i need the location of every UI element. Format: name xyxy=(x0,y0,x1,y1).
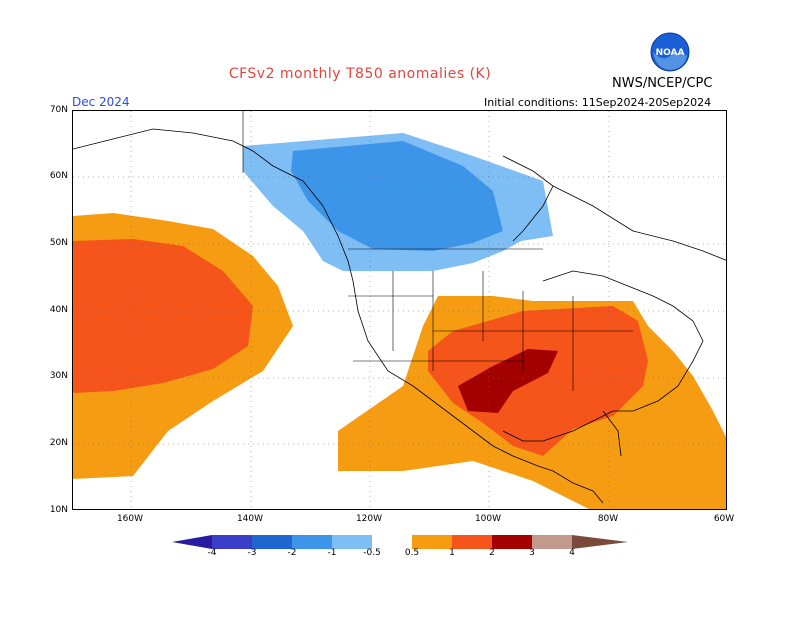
colorbar-gt-p4 xyxy=(572,535,628,549)
lat-label-50n: 50N xyxy=(49,238,68,248)
forecast-month: Dec 2024 xyxy=(72,95,130,109)
lon-label-60w: 60W xyxy=(713,514,735,524)
colorbar-neutral xyxy=(372,535,412,549)
lat-label-40n: 40N xyxy=(49,305,68,315)
initial-conditions: Initial conditions: 11Sep2024-20Sep2024 xyxy=(484,96,712,109)
colorbar-m3-m2 xyxy=(252,535,292,549)
agency-label: NWS/NCEP/CPC xyxy=(612,76,713,91)
map-title: CFSv2 monthly T850 anomalies (K) xyxy=(228,66,492,82)
lat-label-60n: 60N xyxy=(49,171,68,181)
colorbar-p05-p1 xyxy=(412,535,452,549)
colorbar-label-p05: 0.5 xyxy=(404,548,420,558)
colorbar-p3-p4 xyxy=(532,535,572,549)
colorbar-label-p3: 3 xyxy=(529,548,535,558)
lat-label-70n: 70N xyxy=(49,105,68,115)
lon-label-80w: 80W xyxy=(597,514,619,524)
lon-label-140w: 140W xyxy=(236,514,264,524)
colorbar-p2-p3 xyxy=(492,535,532,549)
colorbar-label-p4: 4 xyxy=(569,548,575,558)
negative-anomaly-mid xyxy=(291,141,503,251)
colorbar-label-m2: -2 xyxy=(287,548,297,558)
lon-label-160w: 160W xyxy=(116,514,144,524)
colorbar-lt-m4 xyxy=(172,535,212,549)
coastlines xyxy=(73,128,726,504)
colorbar-label-p1: 1 xyxy=(449,548,455,558)
anomaly-map xyxy=(72,110,727,510)
lat-label-20n: 20N xyxy=(49,438,68,448)
noaa-logo-text: NOAA xyxy=(656,48,685,58)
lat-label-30n: 30N xyxy=(49,371,68,381)
colorbar-m1-m05 xyxy=(332,535,372,549)
colorbar xyxy=(172,534,628,549)
noaa-logo: NOAA xyxy=(650,32,690,72)
us-anomaly-peak xyxy=(458,349,558,413)
pacific-anomaly-strong xyxy=(73,239,253,393)
colorbar-label-m1: -1 xyxy=(327,548,337,558)
colorbar-m2-m1 xyxy=(292,535,332,549)
colorbar-label-m05: -0.5 xyxy=(363,548,381,558)
colorbar-m4-m3 xyxy=(212,535,252,549)
colorbar-label-m3: -3 xyxy=(247,548,257,558)
lon-label-120w: 120W xyxy=(355,514,383,524)
us-anomaly-strong xyxy=(428,306,648,456)
lat-label-10n: 10N xyxy=(49,505,68,515)
state-borders xyxy=(242,111,633,391)
colorbar-p1-p2 xyxy=(452,535,492,549)
colorbar-label-p2: 2 xyxy=(489,548,495,558)
lon-label-100w: 100W xyxy=(474,514,502,524)
graticule xyxy=(73,111,726,509)
colorbar-label-m4: -4 xyxy=(207,548,217,558)
